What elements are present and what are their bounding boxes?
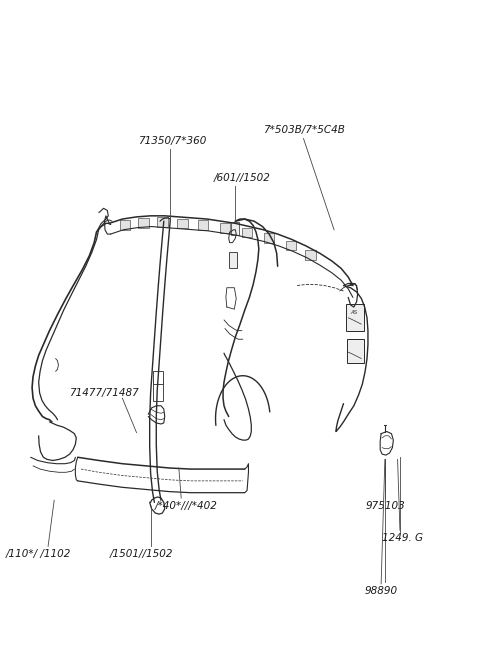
Text: 71350/7*360: 71350/7*360 — [138, 136, 206, 146]
Text: AS: AS — [350, 310, 358, 315]
Text: 7*503B/7*5C4B: 7*503B/7*5C4B — [263, 125, 345, 135]
Bar — [305, 250, 316, 260]
Text: 98890: 98890 — [364, 587, 398, 597]
Bar — [242, 227, 252, 237]
Bar — [157, 217, 168, 227]
Bar — [153, 380, 163, 401]
Text: 1249. G: 1249. G — [382, 533, 423, 543]
Bar — [198, 220, 208, 230]
Bar — [346, 304, 364, 330]
Text: /601//1502: /601//1502 — [214, 173, 271, 183]
Text: 975103: 975103 — [366, 501, 406, 510]
Bar — [231, 222, 239, 235]
Bar — [264, 233, 275, 242]
Text: /110*/ /1102: /110*/ /1102 — [6, 549, 72, 559]
Bar — [178, 219, 188, 229]
Bar — [228, 252, 237, 269]
Bar — [286, 240, 296, 250]
Bar — [347, 339, 364, 363]
Bar — [138, 218, 149, 227]
Text: /1501//1502: /1501//1502 — [109, 549, 173, 559]
Bar — [220, 223, 230, 233]
Text: /*40*///*402: /*40*///*402 — [155, 501, 217, 510]
Bar — [153, 371, 163, 384]
Bar — [120, 220, 130, 230]
Text: 71477/71487: 71477/71487 — [69, 388, 138, 398]
